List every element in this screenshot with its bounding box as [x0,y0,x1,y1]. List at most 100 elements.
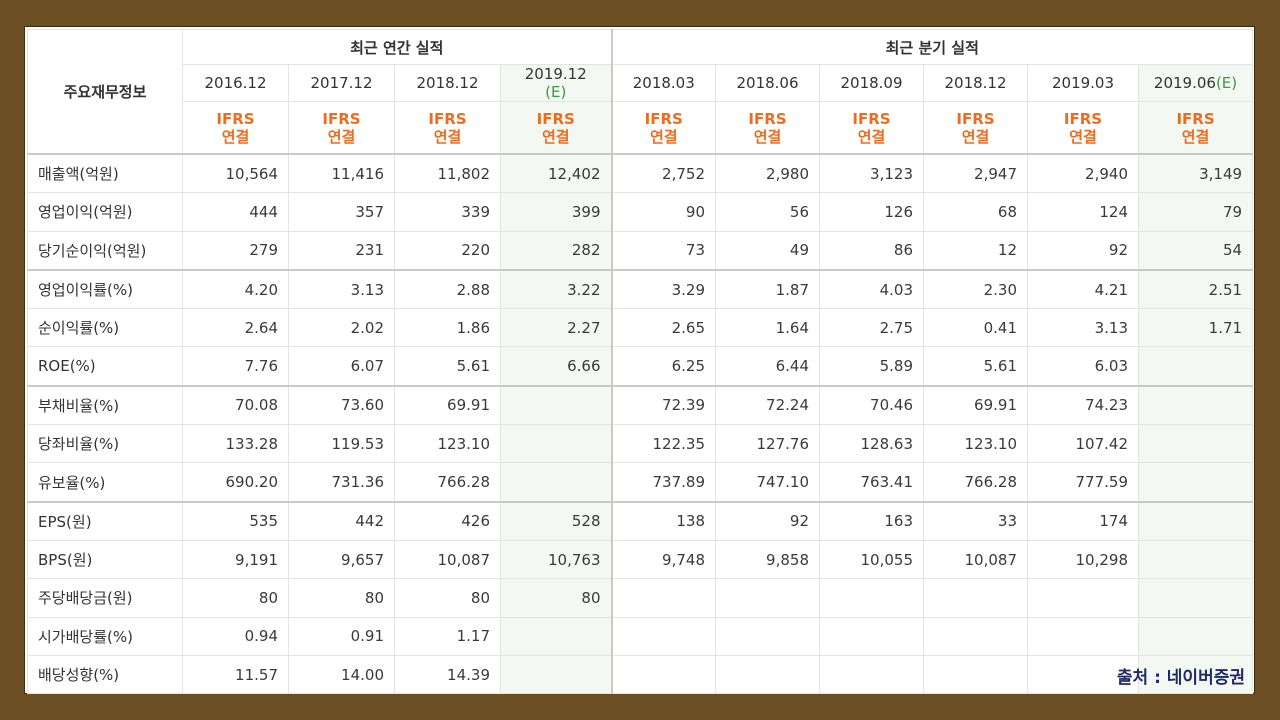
table-cell: 220 [394,230,501,271]
period-label: 2018.06 [736,74,799,92]
table-cell: 2.64 [182,308,289,348]
consolidated-label: 연결 [541,127,570,146]
table-row: 영업이익률(%) 4.20 3.13 2.88 3.22 3.29 1.87 4.03 2.30… [27,269,1254,310]
table-cell: 766.28 [923,462,1028,503]
table-cell [1027,578,1139,618]
table-row: 영업이익(억원) 444 357 339 399 90 56 126 68 124 79 [27,192,1254,232]
ifrs-label: IFRS [748,109,787,128]
period-header: 2017.12 [288,64,395,102]
ifrs-consolidated-badge: IFRS 연결 [500,101,612,155]
table-cell: 33 [923,501,1028,541]
table-cell: 12,402 [500,153,612,194]
table-cell [1137,654,1254,694]
table-cell: 10,087 [923,539,1028,580]
ifrs-consolidated-badge: IFRS 연결 [1137,101,1254,155]
table-cell: 2,752 [610,153,716,194]
consolidated-label: 연결 [1181,127,1210,146]
table-row: 매출액(억원) 10,564 11,416 11,802 12,402 2,752 2,98… [27,153,1254,194]
period-label: 2018.12 [944,74,1007,92]
table-cell: 80 [394,578,501,618]
table-cell: 0.41 [923,308,1028,348]
table-cell: 10,763 [500,539,612,580]
table-row: 배당성향(%) 11.57 14.00 14.39 [27,654,1254,694]
ifrs-consolidated-badge: IFRS 연결 [715,101,820,155]
table-cell: 399 [500,192,612,232]
table-row: 유보율(%) 690.20 731.36 766.28 737.89 747.10 763.… [27,462,1254,503]
table-cell: 54 [1137,230,1254,271]
period-header: 2019.12 (E) [500,64,612,102]
table-cell: 10,087 [394,539,501,580]
ifrs-label: IFRS [322,109,361,128]
table-cell [923,616,1028,656]
table-cell: 5.61 [923,346,1028,387]
table-cell: 231 [288,230,395,271]
table-cell: 80 [500,578,612,618]
table-cell: 70.08 [182,385,289,426]
table-cell: 339 [394,192,501,232]
corner-header: 주요재무정보 [27,29,183,155]
table-cell: 133.28 [182,424,289,464]
table-cell: 1.86 [394,308,501,348]
row-label: ROE(%) [27,346,183,387]
table-cell: 107.42 [1027,424,1139,464]
period-header: 2018.09 [819,64,924,102]
table-cell [1137,346,1254,387]
period-header: 2018.12 [394,64,501,102]
period-header: 2018.03 [610,64,716,102]
table-cell [1137,539,1254,580]
table-cell [1137,424,1254,464]
table-cell: 92 [715,501,820,541]
table-cell: 279 [182,230,289,271]
table-cell [819,654,924,694]
table-cell [1137,385,1254,426]
table-cell: 4.03 [819,269,924,310]
consolidated-label: 연결 [753,127,782,146]
table-cell: 442 [288,501,395,541]
table-cell: 282 [500,230,612,271]
table-cell: 6.07 [288,346,395,387]
table-row: BPS(원) 9,191 9,657 10,087 10,763 9,748 9,858 10… [27,539,1254,580]
consolidated-label: 연결 [1069,127,1097,146]
table-cell: 737.89 [610,462,716,503]
table-cell: 747.10 [715,462,820,503]
ifrs-label: IFRS [852,109,891,128]
row-label: 당좌비율(%) [27,424,183,464]
table-cell: 4.20 [182,269,289,310]
table-cell: 70.46 [819,385,924,426]
table-cell: 119.53 [288,424,395,464]
table-cell: 12 [923,230,1028,271]
table-cell: 766.28 [394,462,501,503]
table-cell: 163 [819,501,924,541]
table-cell: 14.39 [394,654,501,694]
table-cell: 49 [715,230,820,271]
table-cell: 763.41 [819,462,924,503]
table-cell [715,578,820,618]
table-cell [500,654,612,694]
table-cell: 124 [1027,192,1139,232]
row-label: 매출액(억원) [27,153,183,194]
table-cell [1137,462,1254,503]
table-cell: 80 [182,578,289,618]
table-cell [819,578,924,618]
table-cell: 1.17 [394,616,501,656]
table-cell [1027,654,1139,694]
ifrs-consolidated-badge: IFRS 연결 [394,101,501,155]
table-cell: 72.39 [610,385,716,426]
ifrs-label: IFRS [536,109,575,128]
table-cell: 6.25 [610,346,716,387]
financial-summary-table: 주요재무정보 최근 연간 실적 최근 분기 실적 2016.12 2017.12 2… [27,29,1254,694]
table-cell [923,654,1028,694]
table-cell [610,578,716,618]
table-cell: 2.30 [923,269,1028,310]
ifrs-label: IFRS [1176,109,1215,128]
ifrs-label: IFRS [428,109,467,128]
table-cell: 3.29 [610,269,716,310]
table-cell: 73.60 [288,385,395,426]
table-cell: 777.59 [1027,462,1139,503]
table-cell [715,616,820,656]
row-label: 배당성향(%) [27,654,183,694]
ifrs-consolidated-badge: IFRS 연결 [1027,101,1139,155]
table-cell: 14.00 [288,654,395,694]
table-cell: 2,947 [923,153,1028,194]
row-label: 당기순이익(억원) [27,230,183,271]
